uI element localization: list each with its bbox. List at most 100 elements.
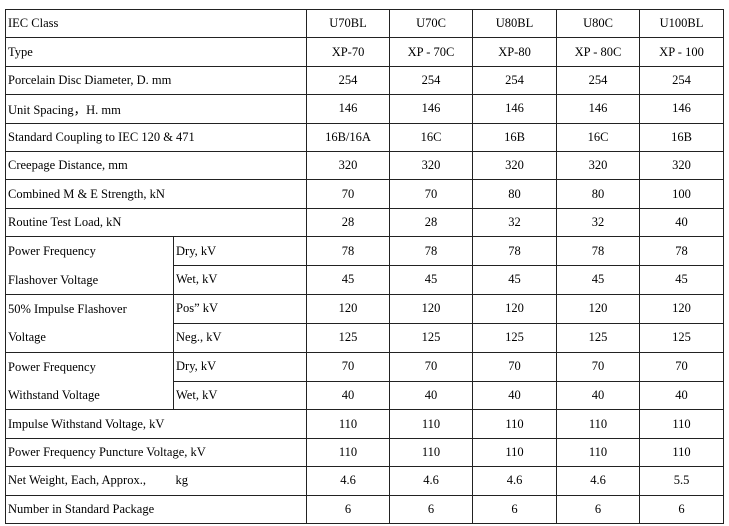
row: Routine Test Load, kN 28 28 32 32 40 <box>4 207 725 238</box>
value-cell: 110 <box>389 409 474 439</box>
value-cell: 125 <box>472 322 558 353</box>
row: Combined M & E Strength, kN 70 70 80 80 100 <box>4 179 725 209</box>
value-cell: 146 <box>389 94 474 124</box>
sub-label: Neg., kV <box>172 322 308 353</box>
value-cell: 40 <box>472 380 558 411</box>
value-cell: 45 <box>472 265 558 295</box>
row: Power Frequency Flashover Voltage Dry, kV 7… <box>5 236 725 295</box>
value-cell: 32 <box>556 207 641 238</box>
header-cell: U100BL <box>639 8 725 39</box>
value-cell: 120 <box>306 293 391 324</box>
value-cell: 125 <box>639 322 725 353</box>
value-cell: 70 <box>472 351 558 382</box>
group-label-cell: Power Frequency Withstand Voltage <box>5 351 174 411</box>
value-cell: 4.6 <box>306 466 391 496</box>
row-label: Power Frequency Puncture Voltage, kV <box>4 437 308 468</box>
value-cell: 120 <box>472 293 558 324</box>
value-cell: XP - 80C <box>556 37 641 67</box>
value-cell: 45 <box>306 265 391 295</box>
sub-label: Dry, kV <box>172 351 308 382</box>
value-cell: 146 <box>306 94 391 124</box>
row: 50% Impulse Flashover Voltage Pos” kV 120 12… <box>5 293 725 353</box>
value-cell: 70 <box>306 351 391 382</box>
value-cell: 32 <box>472 207 558 238</box>
row-label: Porcelain Disc Diameter, D. mm <box>4 65 308 96</box>
row-label: Type <box>4 37 308 67</box>
value-cell: 45 <box>389 265 474 295</box>
value-cell: 40 <box>389 380 474 411</box>
value-cell: 254 <box>389 65 474 96</box>
value-cell: 6 <box>472 494 558 525</box>
value-cell: XP-80 <box>472 37 558 67</box>
value-cell: 40 <box>639 380 725 411</box>
value-cell: 110 <box>639 437 725 468</box>
value-cell: 16B/16A <box>306 122 391 152</box>
value-cell: 4.6 <box>389 466 474 496</box>
value-cell: 6 <box>556 494 641 525</box>
header-cell: U70C <box>389 8 474 39</box>
value-cell: 80 <box>472 179 558 209</box>
value-cell: 146 <box>472 94 558 124</box>
value-cell: 16B <box>639 122 725 152</box>
value-cell: 125 <box>556 322 641 353</box>
row-label: Combined M & E Strength, kN <box>4 179 308 209</box>
row: Net Weight, Each, Approx., kg 4.6 4.6 4.6 4.6… <box>5 466 725 496</box>
value-cell: 120 <box>389 293 474 324</box>
value-cell: XP - 100 <box>639 37 725 67</box>
value-cell: 320 <box>556 150 641 181</box>
header-cell: U70BL <box>306 8 391 39</box>
row: Porcelain Disc Diameter, D. mm 254 254 254 2… <box>4 65 725 96</box>
value-cell: 28 <box>306 207 391 238</box>
value-cell: 125 <box>306 322 391 353</box>
value-cell: 254 <box>556 65 641 96</box>
value-cell: 16C <box>556 122 641 152</box>
group-label-cell: Power Frequency Flashover Voltage <box>5 236 174 295</box>
sub-label: Dry, kV <box>172 236 308 267</box>
value-cell: 6 <box>306 494 391 525</box>
row-label: Routine Test Load, kN <box>4 207 308 238</box>
value-cell: 110 <box>472 437 558 468</box>
value-cell: 78 <box>639 236 725 267</box>
value-cell: 110 <box>472 409 558 439</box>
value-cell: 254 <box>306 65 391 96</box>
value-cell: 6 <box>639 494 725 525</box>
row: Wet, kV 40 40 40 40 40 <box>6 380 725 411</box>
value-cell: 320 <box>472 150 558 181</box>
value-cell: 320 <box>306 150 391 181</box>
row: Creepage Distance, mm 320 320 320 320 320 <box>4 150 725 181</box>
value-cell: 70 <box>556 351 641 382</box>
row: Impulse Withstand Voltage, kV 110 110 110 11… <box>4 409 725 439</box>
value-cell: 254 <box>472 65 558 96</box>
value-cell: 110 <box>639 409 725 439</box>
row-label: Impulse Withstand Voltage, kV <box>4 409 308 439</box>
value-cell: 110 <box>556 437 641 468</box>
value-cell: 40 <box>306 380 391 411</box>
group-label: Power Frequency <box>8 359 96 374</box>
sub-label: Wet, kV <box>172 380 308 411</box>
row: Number in Standard Package 6 6 6 6 6 <box>4 494 725 525</box>
value-cell: 70 <box>389 179 474 209</box>
header-cell: U80BL <box>472 8 558 39</box>
value-cell: XP - 70C <box>389 37 474 67</box>
value-cell: 78 <box>472 236 558 267</box>
value-cell: 120 <box>556 293 641 324</box>
row-label: Unit Spacing，H. mm <box>4 94 308 124</box>
row-label: Number in Standard Package <box>4 494 308 525</box>
value-cell: 80 <box>556 179 641 209</box>
value-cell: 28 <box>389 207 474 238</box>
value-cell: 40 <box>556 380 641 411</box>
value-cell: 4.6 <box>556 466 641 496</box>
value-cell: 40 <box>639 207 725 238</box>
value-cell: 125 <box>389 322 474 353</box>
row: Unit Spacing，H. mm 146 146 146 146 146 <box>4 94 725 124</box>
value-cell: 320 <box>389 150 474 181</box>
row: Standard Coupling to IEC 120 & 471 16B/16… <box>4 122 725 152</box>
value-cell: 110 <box>306 409 391 439</box>
header-row: IEC Class U70BL U70C U80BL U80C U100BL <box>4 8 725 39</box>
value-cell: 6 <box>389 494 474 525</box>
group-label: Power Frequency <box>8 244 96 259</box>
row: Wet, kV 45 45 45 45 45 <box>6 265 725 295</box>
value-cell: 70 <box>639 351 725 382</box>
group-label: 50% Impulse Flashover <box>8 301 127 316</box>
